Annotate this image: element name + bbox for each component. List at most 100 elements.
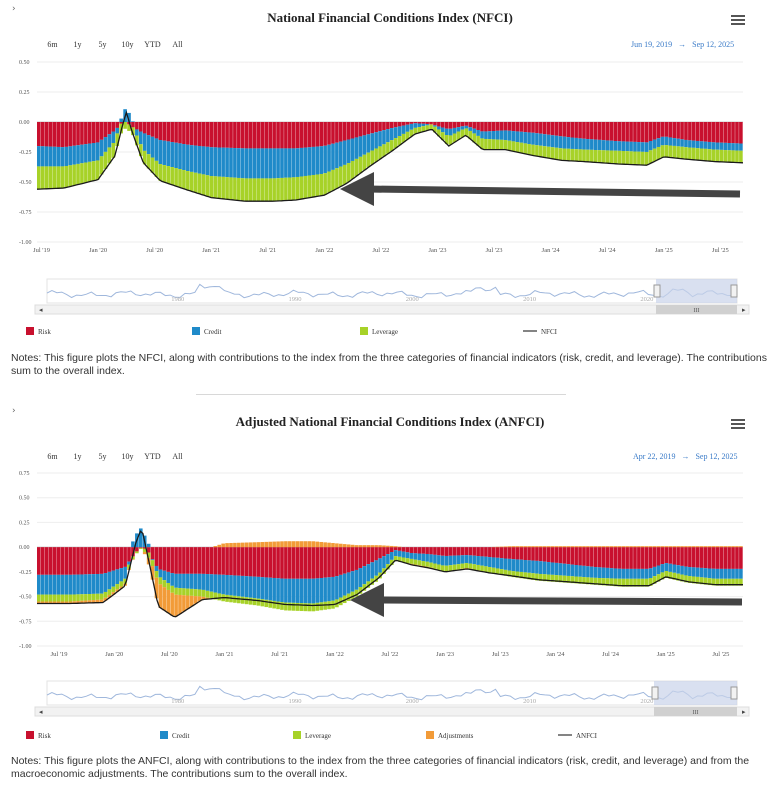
expand-chevron-icon[interactable]: › [12,406,16,416]
bar-risk [264,122,269,149]
bar-leverage [217,593,222,601]
bar-leverage [87,161,92,182]
bar-leverage [731,150,735,163]
hamburger-menu-icon[interactable] [731,419,745,431]
range-button-all[interactable]: All [172,40,183,49]
bar-risk [162,122,167,141]
bar-leverage [213,176,218,199]
bar-risk [342,547,347,574]
bar-risk [405,547,410,553]
bar-adjustments [303,541,308,548]
date-to-input[interactable]: Sep 12, 2025 [695,452,738,461]
bar-leverage [688,147,692,160]
bar-leverage [131,556,135,560]
bar-leverage [660,145,665,158]
bar-leverage [44,594,49,602]
bar-credit [72,574,76,595]
bar-credit [699,141,704,149]
bar-risk [409,547,414,553]
bar-risk [688,547,692,568]
bar-credit [44,146,49,167]
bar-risk [225,547,229,575]
bar-risk [229,122,233,148]
bar-risk [460,122,465,127]
range-button-10y[interactable]: 10y [121,452,134,461]
range-button-6m[interactable]: 6m [47,452,58,461]
hamburger-menu-icon[interactable] [731,15,745,27]
bar-adjustments [217,544,222,548]
bar-credit [87,574,92,594]
range-button-10y[interactable]: 10y [121,40,134,49]
bar-risk [44,122,49,147]
bar-risk [64,122,69,147]
bar-credit [523,560,527,573]
date-range: Jun 19, 2019 → Sep 12, 2025 [628,40,737,49]
date-from-input[interactable]: Jun 19, 2019 [631,40,673,49]
bar-risk [664,547,669,564]
bar-leverage [648,578,653,586]
range-button-1y[interactable]: 1y [73,452,82,461]
range-button-all[interactable]: All [172,452,183,461]
bar-risk [268,122,273,149]
bar-credit [476,556,480,565]
bar-risk [468,122,473,128]
x-tick-label: Jul '25 [712,247,729,254]
bar-leverage [593,577,598,585]
x-tick-label: Jul '21 [259,247,276,254]
bar-leverage [335,168,339,189]
bar-adjustments [284,541,288,548]
bar-leverage [558,575,563,583]
bar-risk [531,122,535,133]
bar-credit [280,148,284,178]
bar-credit [103,137,108,152]
bar-adjustments [240,542,245,548]
bar-credit [335,142,339,169]
date-from-input[interactable]: Apr 22, 2019 [633,452,676,461]
bar-leverage [252,598,257,606]
bar-leverage [72,594,76,602]
range-button-5y[interactable]: 5y [98,40,107,49]
bar-credit [613,140,618,151]
range-button-ytd[interactable]: YTD [144,40,161,49]
bar-leverage [323,173,327,195]
range-button-1y[interactable]: 1y [73,40,82,49]
bar-leverage [519,142,524,153]
bar-leverage [523,143,527,154]
bar-credit [295,148,300,177]
bar-adjustments [150,566,155,580]
bar-adjustments [590,546,594,548]
bar-risk [519,547,524,560]
bar-risk [107,122,112,135]
date-to-input[interactable]: Sep 12, 2025 [692,40,735,49]
bar-risk [142,122,147,134]
bar-risk [448,122,453,129]
y-tick-label: -0.50 [19,180,32,186]
bar-credit [452,127,457,134]
bar-credit [688,140,692,148]
bar-credit [390,128,394,141]
bar-credit [288,148,292,178]
bar-credit [519,131,524,143]
scrollbar-track [34,706,750,717]
bar-adjustments [319,541,324,548]
bar-risk [323,547,327,578]
bar-risk [401,547,406,552]
range-button-ytd[interactable]: YTD [144,452,161,461]
bar-risk [617,547,622,569]
range-button-5y[interactable]: 5y [98,452,107,461]
bar-credit [60,574,65,595]
bar-leverage [535,573,539,581]
bar-leverage [562,148,567,161]
bar-credit [390,552,394,560]
bar-credit [444,128,449,136]
bar-credit [237,148,241,178]
bar-credit [409,552,414,559]
expand-chevron-icon[interactable]: › [12,4,16,14]
bar-adjustments [154,577,159,599]
x-tick-label: Jul '19 [51,651,68,658]
bar-risk [276,547,280,579]
bar-leverage [272,600,276,609]
bar-risk [44,547,49,575]
range-button-6m[interactable]: 6m [47,40,58,49]
navigator-label: 2020 [640,296,653,303]
